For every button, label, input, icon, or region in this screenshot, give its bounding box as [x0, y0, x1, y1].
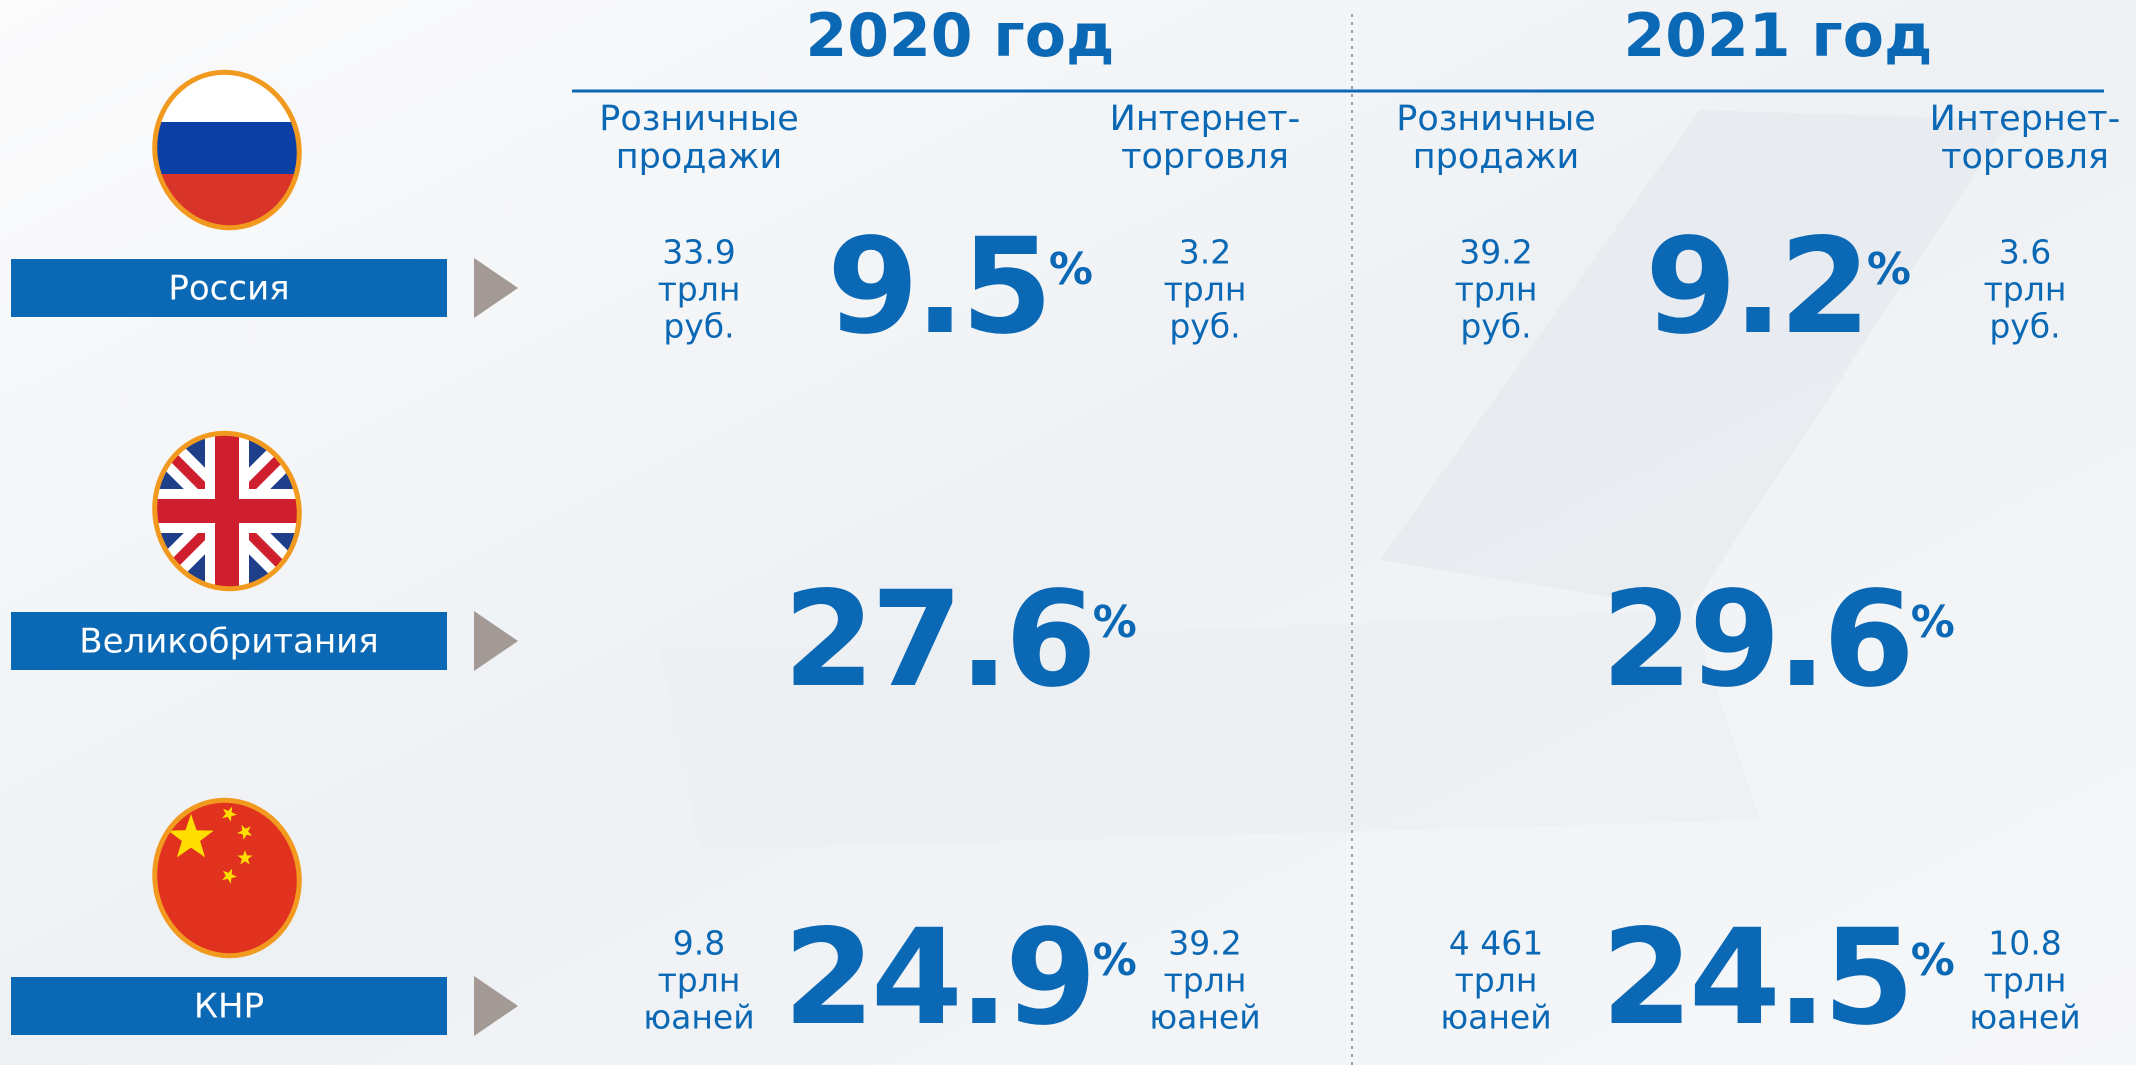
country-name: КНР — [194, 987, 264, 1027]
online-value-line: трлн — [1984, 270, 2067, 309]
retail-value-line: 9.8 — [673, 924, 725, 963]
online-value-line: 10.8 — [1988, 924, 2061, 963]
year-title: 2020 год — [806, 1, 1115, 71]
share-number: 24.9 — [783, 901, 1093, 1055]
online-value-line: 3.2 — [1179, 233, 1231, 272]
online-value-line: юаней — [1149, 998, 1260, 1037]
share-number: 24.5 — [1601, 901, 1911, 1055]
country-name: Великобритания — [79, 622, 378, 662]
retail-value-line: трлн — [658, 270, 741, 309]
column-header-line: Розничные — [599, 99, 799, 139]
column-header-line: Интернет- — [1110, 99, 1301, 139]
retail-value-line: 33.9 — [662, 233, 735, 272]
online-value-line: юаней — [1969, 998, 2080, 1037]
share-number: 9.5 — [827, 210, 1049, 364]
online-value-line: руб. — [1989, 307, 2060, 346]
online-value-line: трлн — [1164, 961, 1247, 1000]
share-number: 9.2 — [1645, 210, 1867, 364]
share-unit: % — [1093, 597, 1137, 648]
column-header-line: продажи — [616, 137, 782, 177]
share-value: 24.9% — [783, 901, 1137, 1055]
share-unit: % — [1911, 597, 1955, 648]
retail-value-line: трлн — [658, 961, 741, 1000]
online-value-line: 3.6 — [1999, 233, 2051, 272]
column-header-line: продажи — [1413, 137, 1579, 177]
share-value: 29.6% — [1601, 563, 1955, 717]
share-value: 24.5% — [1601, 901, 1955, 1055]
retail-value-line: юаней — [1440, 998, 1551, 1037]
retail-value-line: юаней — [643, 998, 754, 1037]
online-value-line: руб. — [1169, 307, 1240, 346]
country-name: Россия — [168, 269, 289, 309]
year-title: 2021 год — [1624, 1, 1933, 71]
column-header-line: торговля — [1941, 137, 2109, 177]
infographic: 2020 годРозничныепродажиИнтернет-торговл… — [0, 0, 2136, 1065]
share-unit: % — [1911, 935, 1955, 986]
share-number: 27.6 — [783, 563, 1093, 717]
page: {"years": [ {"title": "2020 год", "heade… — [0, 0, 2136, 1065]
online-value-line: трлн — [1984, 961, 2067, 1000]
retail-value-line: трлн — [1455, 961, 1538, 1000]
online-value-line: 39.2 — [1168, 924, 1241, 963]
share-unit: % — [1093, 935, 1137, 986]
retail-value-line: трлн — [1455, 270, 1538, 309]
flag-stripe — [137, 122, 317, 174]
share-number: 29.6 — [1601, 563, 1911, 717]
column-header: Интернет-торговля — [1930, 99, 2121, 177]
retail-value-line: 39.2 — [1459, 233, 1532, 272]
column-header-line: Интернет- — [1930, 99, 2121, 139]
retail-value-line: руб. — [663, 307, 734, 346]
retail-value-line: 4 461 — [1449, 924, 1543, 963]
column-header-line: Розничные — [1396, 99, 1596, 139]
online-value-line: трлн — [1164, 270, 1247, 309]
column-header-line: торговля — [1121, 137, 1289, 177]
share-unit: % — [1867, 244, 1911, 295]
retail-value-line: руб. — [1460, 307, 1531, 346]
share-value: 27.6% — [783, 563, 1137, 717]
share-unit: % — [1049, 244, 1093, 295]
column-header: Интернет-торговля — [1110, 99, 1301, 177]
